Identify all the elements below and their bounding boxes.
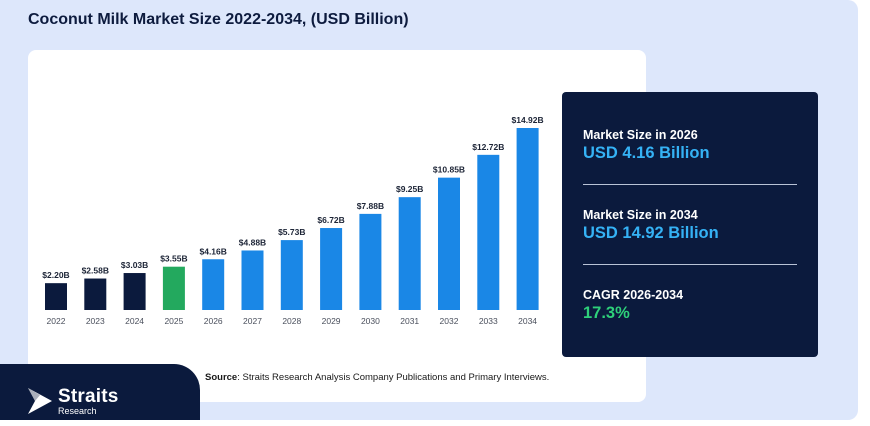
data-label-2025: $3.55B — [160, 254, 187, 264]
x-tick-2026: 2026 — [204, 316, 223, 326]
bar-2030 — [359, 213, 382, 310]
stat-value: USD 4.16 Billion — [583, 144, 710, 162]
data-label-2030: $7.88B — [357, 201, 384, 211]
stat-value: USD 14.92 Billion — [583, 224, 719, 242]
bar-2023 — [84, 278, 107, 310]
chart-panel — [28, 50, 646, 402]
bar-chart: $2.20B 2022 $2.58B 2023 $3.03B 2024 $3.55B 2025… — [42, 115, 544, 326]
x-tick-2025: 2025 — [164, 316, 183, 326]
chart-title: Coconut Milk Market Size 2022-2034, (USD… — [28, 11, 409, 28]
data-label-2026: $4.16B — [199, 246, 226, 256]
stat-divider — [583, 184, 797, 185]
bar-2031 — [398, 197, 421, 310]
logo-name: Straits — [58, 385, 119, 407]
x-tick-2027: 2027 — [243, 316, 262, 326]
stat-divider — [583, 264, 797, 265]
x-tick-2029: 2029 — [322, 316, 341, 326]
x-tick-2022: 2022 — [47, 316, 66, 326]
stat-market-size-2034: Market Size in 2034 USD 14.92 Billion — [583, 208, 719, 243]
stat-label: Market Size in 2026 — [583, 128, 698, 142]
data-label-2032: $10.85B — [433, 165, 465, 175]
bar-2024 — [123, 273, 146, 310]
bar-2026 — [202, 259, 225, 310]
data-label-2023: $2.58B — [82, 266, 109, 276]
data-label-2031: $9.25B — [396, 184, 423, 194]
source-text: : Straits Research Analysis Company Publ… — [237, 372, 550, 383]
bar-2028 — [280, 240, 303, 310]
stats-panel: Market Size in 2026 USD 4.16 Billion Mar… — [562, 92, 818, 357]
x-tick-2033: 2033 — [479, 316, 498, 326]
x-tick-2034: 2034 — [518, 316, 537, 326]
bar-2032 — [438, 177, 460, 310]
stat-label: Market Size in 2034 — [583, 208, 698, 222]
data-label-2028: $5.73B — [278, 227, 305, 237]
bar-2029 — [320, 228, 343, 310]
data-label-2027: $4.88B — [239, 237, 266, 247]
x-tick-2028: 2028 — [282, 316, 301, 326]
stat-market-size-2026: Market Size in 2026 USD 4.16 Billion — [583, 128, 710, 163]
data-label-2034: $14.92B — [512, 115, 544, 125]
bar-2034 — [516, 128, 539, 310]
data-label-2022: $2.20B — [42, 270, 69, 280]
stat-value: 17.3% — [583, 304, 630, 322]
stat-label: CAGR 2026-2034 — [583, 288, 684, 302]
x-tick-2024: 2024 — [125, 316, 144, 326]
data-label-2029: $6.72B — [317, 215, 344, 225]
source-label: Source — [205, 372, 238, 383]
stat-cagr: CAGR 2026-2034 17.3% — [583, 288, 683, 323]
logo-subtitle: Research — [58, 405, 97, 416]
straits-logo: Straits Research — [26, 386, 119, 416]
data-label-2024: $3.03B — [121, 260, 148, 270]
bar-2027 — [241, 250, 264, 310]
x-tick-2032: 2032 — [440, 316, 459, 326]
source-note: Source: Straits Research Analysis Compan… — [205, 372, 549, 383]
x-tick-2023: 2023 — [86, 316, 105, 326]
logo-arrow-icon — [28, 388, 52, 414]
x-tick-2031: 2031 — [400, 316, 419, 326]
infographic-card: Coconut Milk Market Size 2022-2034, (USD… — [0, 0, 858, 420]
bar-2022 — [45, 283, 67, 310]
data-label-2033: $12.72B — [472, 142, 504, 152]
bar-2025 — [162, 266, 185, 310]
bar-2033 — [477, 154, 500, 310]
x-tick-2030: 2030 — [361, 316, 380, 326]
